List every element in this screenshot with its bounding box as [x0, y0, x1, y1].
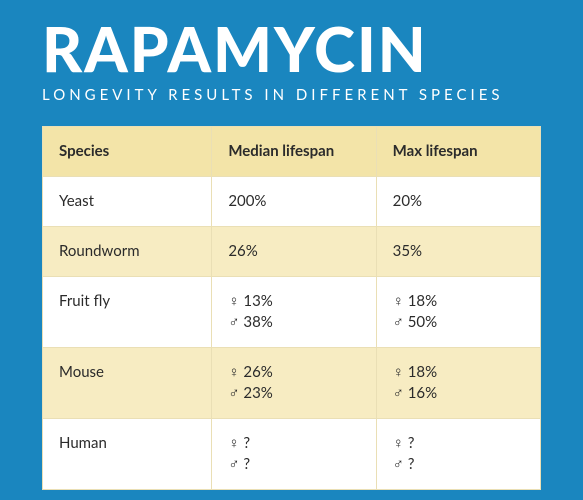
cell-max: 35% — [376, 227, 540, 277]
cell-median: ♀ 13%♂ 38% — [212, 277, 376, 348]
cell-species: Mouse — [43, 348, 212, 419]
cell-max: 20% — [376, 177, 540, 227]
cell-median: 200% — [212, 177, 376, 227]
cell-median: 26% — [212, 227, 376, 277]
cell-max: ♀ ?♂ ? — [376, 419, 540, 490]
cell-species: Yeast — [43, 177, 212, 227]
cell-median: ♀ 26%♂ 23% — [212, 348, 376, 419]
table-row: Mouse ♀ 26%♂ 23% ♀ 18%♂ 16% — [43, 348, 541, 419]
table-row: Fruit fly ♀ 13%♂ 38% ♀ 18%♂ 50% — [43, 277, 541, 348]
table-row: Human ♀ ?♂ ? ♀ ?♂ ? — [43, 419, 541, 490]
col-header-median: Median lifespan — [212, 127, 376, 177]
table-row: Yeast 200% 20% — [43, 177, 541, 227]
table-row: Roundworm 26% 35% — [43, 227, 541, 277]
cell-max: ♀ 18%♂ 16% — [376, 348, 540, 419]
cell-species: Roundworm — [43, 227, 212, 277]
col-header-max: Max lifespan — [376, 127, 540, 177]
page-subtitle: LONGEVITY RESULTS IN DIFFERENT SPECIES — [42, 86, 541, 104]
cell-species: Human — [43, 419, 212, 490]
cell-median: ♀ ?♂ ? — [212, 419, 376, 490]
page-title: RAPAMYCIN — [42, 18, 541, 80]
col-header-species: Species — [43, 127, 212, 177]
results-table: Species Median lifespan Max lifespan Yea… — [42, 126, 541, 490]
cell-species: Fruit fly — [43, 277, 212, 348]
cell-max: ♀ 18%♂ 50% — [376, 277, 540, 348]
table-header-row: Species Median lifespan Max lifespan — [43, 127, 541, 177]
